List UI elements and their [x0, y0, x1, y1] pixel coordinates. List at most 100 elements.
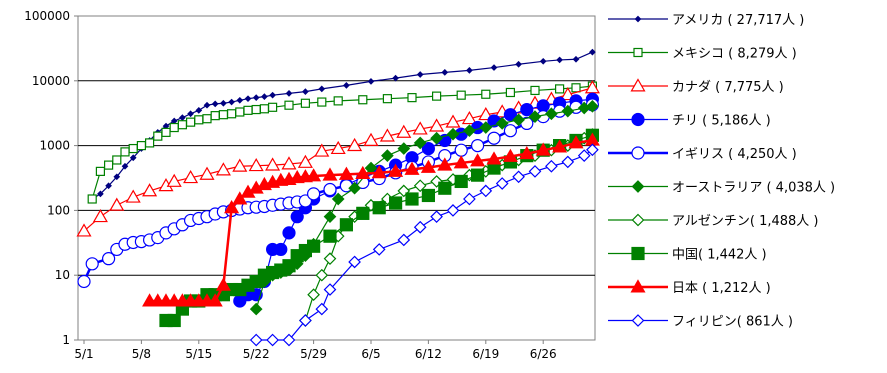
data-point: [471, 168, 485, 182]
legend-marker: [631, 146, 645, 160]
data-point: [236, 96, 244, 104]
data-point: [323, 210, 337, 224]
data-point: [355, 165, 371, 180]
data-point: [228, 98, 235, 106]
data-point: [348, 255, 361, 269]
data-point: [512, 170, 525, 184]
x-tick-label: 6/26: [530, 347, 557, 361]
data-point: [220, 99, 227, 107]
data-point: [520, 102, 534, 117]
data-point: [105, 182, 112, 190]
y-tick-label: 100: [47, 203, 70, 217]
data-point: [120, 147, 130, 157]
data-point: [166, 173, 182, 187]
data-point: [142, 183, 158, 197]
data-point: [479, 121, 493, 134]
data-point: [128, 143, 138, 154]
data-point: [252, 94, 260, 101]
data-point: [589, 48, 596, 56]
data-point: [512, 113, 525, 127]
data-point: [323, 182, 337, 197]
data-point: [290, 210, 304, 224]
data-point: [306, 168, 322, 182]
data-point: [528, 165, 542, 178]
data-point: [315, 302, 329, 316]
data-point: [232, 191, 248, 205]
data-point: [95, 166, 106, 176]
data-point: [269, 91, 276, 99]
data-point: [92, 208, 108, 223]
data-point: [299, 314, 312, 327]
data-point: [490, 64, 498, 71]
data-point: [515, 60, 522, 68]
data-point: [265, 157, 281, 171]
data-point: [315, 268, 329, 282]
data-point: [109, 197, 125, 211]
data-point: [571, 83, 581, 93]
data-point: [195, 106, 203, 114]
data-point: [274, 242, 288, 257]
data-point: [552, 139, 568, 153]
y-tick-label: 10: [55, 268, 70, 282]
legend-label: メキシコ ( 8,279人 ): [672, 47, 797, 62]
data-point: [481, 89, 491, 99]
data-point: [577, 149, 591, 162]
data-point: [358, 95, 368, 105]
data-point: [503, 108, 517, 122]
legend-label: 日本 ( 1,212人 ): [672, 281, 771, 296]
x-tick-label: 6/19: [472, 347, 499, 361]
legend-marker: [630, 279, 646, 293]
data-point: [347, 137, 363, 152]
data-point: [356, 206, 370, 220]
data-point: [249, 302, 263, 316]
data-point: [535, 142, 551, 156]
data-point: [282, 226, 296, 240]
data-point: [420, 159, 436, 173]
data-point: [572, 55, 580, 63]
y-tick-label: 1: [62, 333, 70, 347]
legend-label: カナダ ( 7,775人 ): [672, 80, 784, 95]
data-point: [300, 98, 310, 108]
data-point: [331, 192, 345, 206]
data-point: [322, 167, 338, 181]
data-point: [471, 139, 485, 153]
x-tick-label: 5/15: [185, 347, 212, 361]
data-point: [248, 157, 264, 172]
data-point: [392, 74, 399, 82]
x-tick-label: 5/1: [74, 347, 93, 361]
data-point: [446, 127, 460, 141]
data-point: [323, 252, 337, 266]
data-point: [432, 91, 442, 101]
data-point: [429, 118, 445, 132]
data-point: [389, 196, 403, 210]
data-point: [251, 104, 261, 115]
data-point: [487, 131, 501, 145]
data-point: [586, 143, 599, 157]
data-point: [113, 173, 121, 181]
data-point: [227, 109, 237, 119]
data-point: [167, 313, 181, 328]
data-point: [454, 143, 468, 157]
data-point: [561, 155, 575, 169]
data-point: [199, 166, 215, 180]
data-point: [307, 239, 321, 253]
data-point: [456, 90, 466, 100]
legend-marker: [634, 15, 642, 23]
data-point: [298, 194, 312, 208]
legend-marker: [631, 213, 645, 227]
data-point: [249, 333, 263, 347]
x-tick-label: 5/22: [243, 347, 270, 361]
data-point: [333, 96, 343, 106]
y-tick-label: 1000: [39, 139, 70, 153]
data-point: [224, 200, 240, 214]
data-point: [323, 229, 337, 243]
data-point: [194, 115, 204, 125]
data-point: [437, 157, 453, 171]
data-point: [486, 151, 502, 165]
data-point: [76, 223, 92, 237]
x-tick-label: 5/29: [300, 347, 327, 361]
x-tick-label: 6/12: [415, 347, 442, 361]
data-point: [266, 333, 279, 347]
data-point: [413, 220, 427, 234]
data-point: [129, 154, 137, 162]
